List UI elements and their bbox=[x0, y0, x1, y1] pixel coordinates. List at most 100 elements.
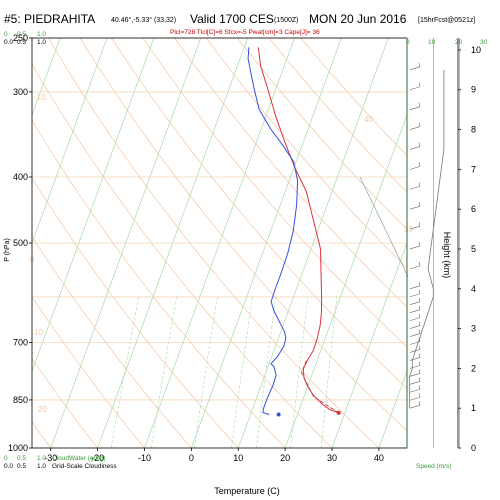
cloudiness-top-tick-1: 0.5 bbox=[17, 39, 26, 46]
x-tick-label: 20 bbox=[280, 453, 290, 463]
dry-adiabat-label: 0 bbox=[30, 255, 35, 264]
dry-adiabat-line bbox=[32, 357, 98, 448]
x-tick-label: 40 bbox=[374, 453, 384, 463]
height-tick-label: 4 bbox=[471, 284, 476, 294]
x-tick-label: 0 bbox=[189, 453, 194, 463]
x-axis-label: Temperature (C) bbox=[214, 486, 280, 496]
temperature-line bbox=[257, 47, 339, 414]
height-tick-label: 0 bbox=[471, 443, 476, 453]
wind-barb bbox=[409, 309, 421, 313]
wind-barb bbox=[409, 126, 421, 130]
wind-barb-flag bbox=[418, 202, 421, 207]
height-tick-label: 7 bbox=[471, 164, 476, 174]
isotherm-line bbox=[237, 38, 389, 448]
wind-barb-flag bbox=[418, 377, 421, 382]
dry-adiabat-line bbox=[237, 38, 407, 231]
parcel-line bbox=[301, 360, 340, 414]
height-tick-label: 10 bbox=[471, 45, 481, 55]
wind-barb-flag bbox=[418, 281, 421, 286]
wind-barb bbox=[409, 146, 421, 150]
isotherm-line bbox=[426, 38, 500, 448]
dry-adiabat-line bbox=[32, 119, 286, 448]
isotherm-line bbox=[32, 38, 61, 116]
dry-adiabat-line bbox=[205, 38, 407, 269]
wind-barb bbox=[409, 341, 421, 345]
wind-barb bbox=[409, 357, 421, 361]
cloudwater-bottom-tick-2: 1.0 bbox=[37, 455, 46, 462]
height-reference-line bbox=[359, 176, 409, 277]
dry-adiabat-label: -10 bbox=[34, 93, 46, 102]
wind-barb bbox=[409, 301, 421, 305]
wind-barb bbox=[409, 381, 421, 385]
wind-barb bbox=[409, 365, 421, 369]
isotherm-line bbox=[32, 38, 155, 373]
x-tick-label: -10 bbox=[138, 453, 151, 463]
mixing-ratio-line bbox=[150, 296, 177, 448]
x-tick-label: -20 bbox=[91, 453, 104, 463]
wind-barb bbox=[409, 349, 421, 353]
wind-barb-flag bbox=[418, 345, 421, 350]
mixing-ratio-line bbox=[194, 296, 218, 448]
wind-barb-flag bbox=[418, 385, 421, 390]
y2-axis-label: Height (km) bbox=[442, 232, 452, 279]
parcel-info: Plcl=728 Tlcl[C]=6 Sfcx=-5 Pwat[cm]=3 Ca… bbox=[170, 29, 320, 36]
isotherm-line bbox=[97, 38, 248, 448]
mixing-ratio-line bbox=[256, 296, 277, 448]
speed-top-tick-1: 10 bbox=[428, 39, 436, 46]
wind-barb bbox=[409, 388, 421, 393]
mixing-ratio-line bbox=[231, 296, 253, 448]
cloudiness-bottom-tick-0: 0.0 bbox=[4, 463, 13, 470]
wind-barb bbox=[409, 325, 421, 329]
wind-barb-flag bbox=[418, 297, 421, 302]
wind-barb-flag bbox=[418, 261, 421, 266]
wind-barb bbox=[409, 265, 421, 270]
y-axis-label: P (hPa) bbox=[4, 238, 11, 262]
x-tick-label: 30 bbox=[327, 453, 337, 463]
forecast-date: MON 20 Jun 2016 bbox=[309, 12, 407, 26]
wind-barb bbox=[409, 404, 421, 409]
dry-adiabat-line bbox=[268, 38, 407, 193]
height-tick-label: 1 bbox=[471, 403, 476, 413]
dry-adiabat-label: 20 bbox=[38, 405, 47, 414]
wind-barb-flag bbox=[418, 62, 421, 67]
dry-adiabat-line bbox=[79, 38, 407, 432]
dry-adiabat-label: 40 bbox=[364, 115, 373, 124]
wind-barb-flag bbox=[418, 393, 421, 398]
cloudwater-top-tick-0: 0 bbox=[4, 31, 8, 38]
wind-barb-flag bbox=[418, 241, 421, 247]
mixing-ratio-line bbox=[290, 296, 309, 448]
height-tick-label: 9 bbox=[471, 85, 476, 95]
x-tick-label: 10 bbox=[233, 453, 243, 463]
forecast-run: [15hrFcst@0521z] bbox=[418, 17, 475, 24]
y-tick-label: 250 bbox=[13, 33, 28, 43]
background-lines bbox=[32, 38, 500, 448]
wind-barb-flag bbox=[418, 321, 421, 326]
wind-speed-line bbox=[409, 69, 445, 409]
speed-bottom-label: Speed (m/s) bbox=[416, 463, 451, 470]
dry-adiabat-label: 10 bbox=[34, 328, 43, 337]
utc-time: (1500Z) bbox=[274, 17, 299, 24]
isotherm-line bbox=[50, 38, 202, 448]
y-tick-label: 400 bbox=[13, 172, 28, 182]
dewpoint-line bbox=[247, 47, 299, 415]
mixing-ratio-line bbox=[110, 296, 139, 448]
wind-barb bbox=[409, 317, 421, 321]
speed-top-tick-0: 0 bbox=[406, 39, 410, 46]
wind-barb-flag bbox=[418, 329, 421, 334]
speed-top-tick-3: 30 bbox=[480, 39, 488, 46]
wind-barb bbox=[409, 333, 421, 337]
cloudiness-bottom-label: Grid-Scale Cloudiness bbox=[52, 463, 117, 470]
y-tick-label: 300 bbox=[13, 87, 28, 97]
dry-adiabat-line bbox=[111, 38, 407, 389]
wind-barb-flag bbox=[418, 221, 421, 227]
speed-top-tick-2: 20 bbox=[455, 39, 463, 46]
wind-barb bbox=[409, 293, 421, 298]
mixing-ratio-line bbox=[320, 296, 338, 448]
dry-adiabat-line bbox=[32, 63, 333, 448]
wind-barb bbox=[409, 166, 421, 170]
height-tick-label: 8 bbox=[471, 125, 476, 135]
cloudwater-top-tick-2: 1.0 bbox=[37, 31, 46, 38]
wind-profile bbox=[359, 62, 445, 409]
station-title: #5: PIEDRAHITA bbox=[4, 12, 95, 26]
wind-barb-flag bbox=[418, 162, 421, 167]
